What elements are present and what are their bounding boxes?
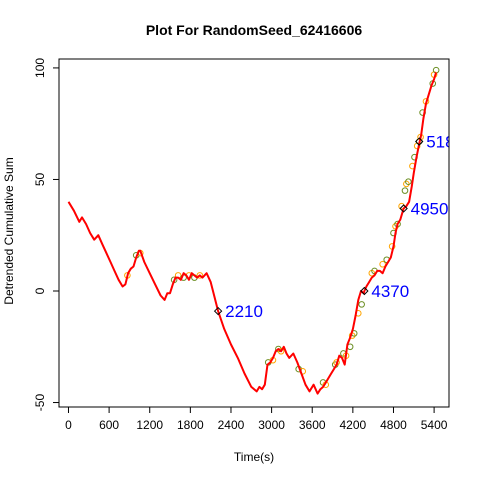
y-tick-label: 0: [33, 287, 47, 294]
line-layer: [67, 72, 438, 395]
data-point-marker: [405, 178, 412, 185]
annotation-marker: [399, 204, 408, 213]
x-tick-label: 4800: [380, 418, 407, 432]
annotation-marker: [360, 286, 369, 296]
x-tick-label: 2400: [218, 418, 245, 432]
x-tick-label: 3600: [299, 418, 326, 432]
annotation-layer: 2210 4370 4950 518: [213, 133, 454, 321]
x-tick-label: 3000: [258, 418, 285, 432]
x-tick-label: 1200: [136, 418, 163, 432]
y-tick-label: -50: [33, 394, 47, 412]
y-axis: -50 0 50 100: [33, 58, 60, 412]
x-tick-label: 600: [99, 418, 119, 432]
annotation-label: 2210: [225, 302, 263, 321]
data-point-marker: [358, 301, 365, 308]
annotation-marker: [415, 137, 424, 146]
series-line: [67, 72, 438, 395]
x-tick-label: 5400: [421, 418, 448, 432]
x-tick-label: 0: [65, 418, 72, 432]
x-tick-label: 1800: [177, 418, 204, 432]
annotation-label: 4370: [371, 282, 409, 301]
x-axis-label: Time(s): [234, 450, 274, 464]
chart-title: Plot For RandomSeed_62416606: [146, 22, 363, 38]
marker-layer: [124, 66, 440, 388]
y-axis-label: Detrended Cumulative Sum: [2, 157, 16, 304]
y-tick-label: 50: [33, 172, 47, 186]
annotation-label: 4950: [411, 199, 449, 218]
annotation-label: 518: [426, 133, 454, 152]
x-tick-label: 4200: [340, 418, 367, 432]
x-axis: 0 600 1200 1800 2400 3000 3600 4200 4800 5400: [65, 406, 448, 432]
annotation-marker: [213, 306, 223, 316]
data-point-marker: [196, 272, 204, 279]
data-point-marker: [401, 187, 409, 194]
plot-frame: [58, 58, 450, 408]
y-tick-label: 100: [33, 58, 47, 78]
data-point-marker: [379, 260, 386, 268]
data-point-marker: [277, 347, 285, 355]
